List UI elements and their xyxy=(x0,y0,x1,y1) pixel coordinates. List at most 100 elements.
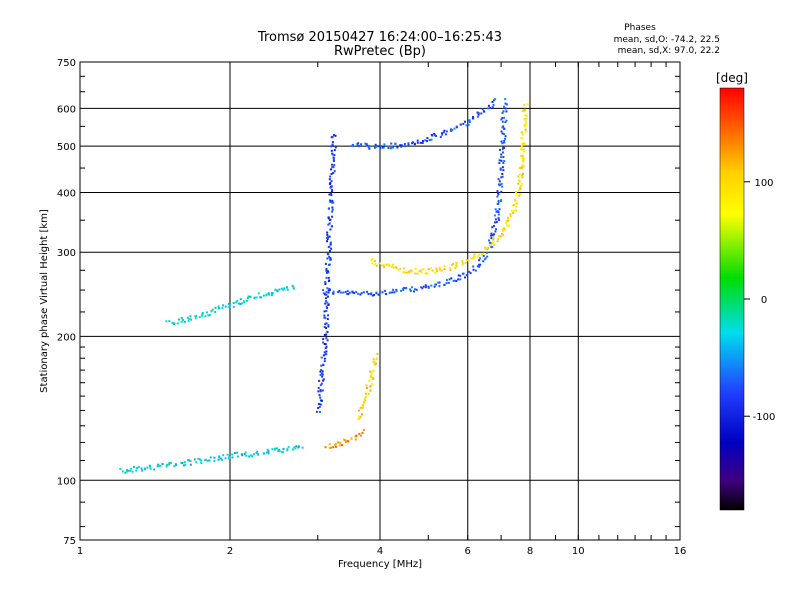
data-point xyxy=(467,259,470,262)
y-tick-label: 200 xyxy=(57,332,76,343)
data-point xyxy=(208,314,211,317)
data-point xyxy=(211,308,214,311)
data-point xyxy=(235,301,238,304)
data-point xyxy=(325,333,328,336)
data-point xyxy=(175,463,178,466)
data-point xyxy=(327,271,330,274)
data-point xyxy=(467,123,470,126)
data-point xyxy=(461,260,464,263)
x-tick-label: 16 xyxy=(674,546,687,557)
data-point xyxy=(214,306,217,309)
data-point xyxy=(426,137,429,139)
data-point xyxy=(420,286,423,289)
data-point xyxy=(434,271,437,274)
data-point xyxy=(329,200,332,203)
data-point xyxy=(268,293,271,296)
data-point xyxy=(188,317,191,320)
data-point xyxy=(507,219,510,222)
data-point xyxy=(488,239,490,242)
data-point xyxy=(327,236,330,238)
data-point xyxy=(327,223,330,226)
data-point xyxy=(338,444,341,447)
data-point xyxy=(274,288,277,291)
data-point xyxy=(524,120,527,123)
data-point xyxy=(379,145,382,147)
data-point xyxy=(492,103,495,106)
data-point xyxy=(522,165,525,168)
data-point xyxy=(326,231,329,234)
data-point xyxy=(457,274,460,277)
data-point xyxy=(198,458,201,461)
data-point xyxy=(319,374,322,377)
data-point xyxy=(395,288,398,291)
data-point xyxy=(494,208,497,211)
data-point xyxy=(246,299,249,302)
data-point xyxy=(505,119,508,122)
data-point xyxy=(518,194,521,197)
data-point xyxy=(317,407,320,409)
data-point xyxy=(204,458,207,461)
data-point xyxy=(453,279,456,282)
data-point xyxy=(416,139,419,142)
data-point xyxy=(497,213,500,216)
data-point xyxy=(429,267,432,270)
data-point xyxy=(351,143,354,146)
data-point xyxy=(396,266,398,269)
data-point xyxy=(494,230,497,233)
data-point xyxy=(517,182,520,185)
data-point xyxy=(422,268,425,271)
data-point xyxy=(424,272,427,275)
data-point xyxy=(271,448,274,451)
data-point xyxy=(415,288,418,291)
data-point xyxy=(459,278,462,281)
data-point xyxy=(320,364,323,367)
data-point xyxy=(324,302,327,305)
data-point xyxy=(503,116,506,119)
data-point xyxy=(477,115,479,118)
data-point xyxy=(482,252,485,255)
data-point xyxy=(513,204,516,207)
data-point xyxy=(484,246,487,249)
data-point xyxy=(331,210,334,213)
data-point xyxy=(227,303,230,305)
data-point xyxy=(501,228,504,231)
data-point xyxy=(447,281,450,284)
data-point xyxy=(449,268,452,271)
data-point xyxy=(363,398,366,401)
data-point xyxy=(376,264,378,267)
data-point xyxy=(403,142,406,145)
data-point xyxy=(501,112,504,114)
data-point xyxy=(379,147,382,149)
data-point xyxy=(338,289,341,292)
data-point xyxy=(371,257,374,260)
data-point xyxy=(486,251,489,254)
data-point xyxy=(330,145,332,148)
data-point xyxy=(502,146,505,149)
data-point xyxy=(328,255,331,258)
data-point xyxy=(512,204,515,207)
data-point xyxy=(468,121,471,124)
data-point xyxy=(504,135,507,138)
data-point xyxy=(455,280,458,282)
data-point xyxy=(372,377,375,380)
data-point xyxy=(371,262,374,265)
data-point xyxy=(200,459,203,462)
data-point xyxy=(355,291,358,294)
data-point xyxy=(297,446,300,449)
data-point xyxy=(521,155,524,157)
data-point xyxy=(442,131,445,134)
data-point xyxy=(478,263,480,266)
data-point xyxy=(236,455,239,458)
data-point xyxy=(184,463,187,466)
data-point xyxy=(173,465,176,468)
data-point xyxy=(408,270,411,273)
data-point xyxy=(500,130,503,133)
data-point xyxy=(328,263,331,266)
data-point xyxy=(496,240,499,243)
data-point xyxy=(321,373,324,376)
data-point xyxy=(206,459,209,462)
data-point xyxy=(375,357,378,360)
data-point xyxy=(326,253,329,255)
data-point xyxy=(496,190,499,192)
data-point xyxy=(497,201,500,204)
